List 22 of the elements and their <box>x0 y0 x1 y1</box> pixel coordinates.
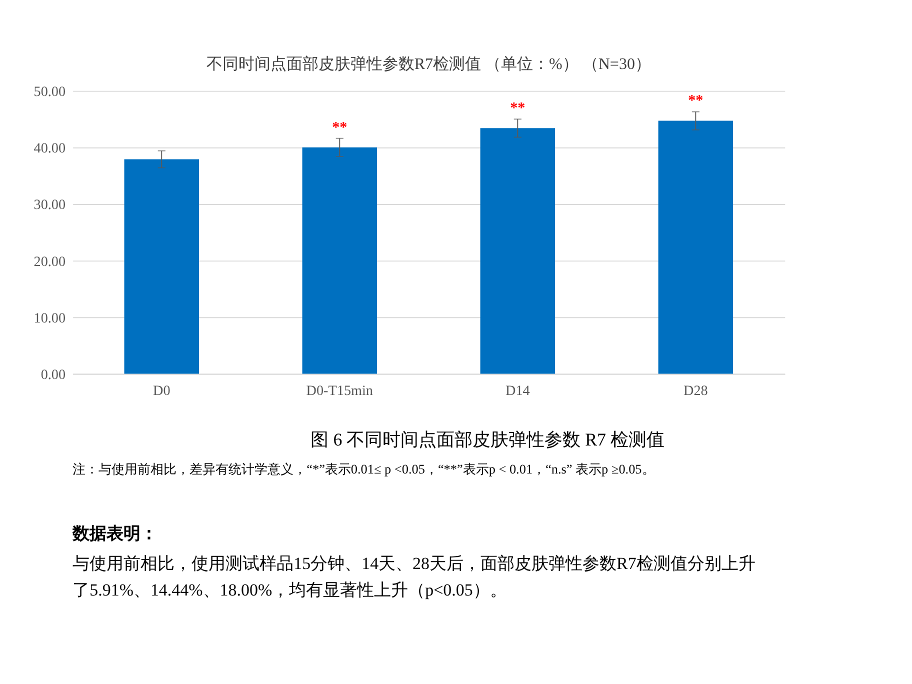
y-tick-label: 50.00 <box>34 84 66 100</box>
x-tick-label: D28 <box>684 382 708 399</box>
y-tick-label: 30.00 <box>34 197 66 214</box>
x-tick-label: D14 <box>505 382 530 399</box>
y-tick-label: 40.00 <box>34 140 66 157</box>
caption: 图 6 不同时间点面部皮肤弹性参数 R7 检测值 <box>310 429 664 450</box>
x-tick-label: D0-T15min <box>306 382 373 399</box>
text: 与使用前相比，使用测试样品15分钟、14天、28天后，面部皮肤弹性参数R7检测值分别上升了5.91%、14.44%、18.00%，均有显著性上升（p<0.05）。 <box>72 554 756 600</box>
y-tick-label: 10.00 <box>34 310 66 326</box>
data-label: ** <box>510 100 526 117</box>
bar <box>124 159 200 374</box>
y-tick-label: 20.00 <box>34 254 66 270</box>
text: 数据表明： <box>72 524 158 543</box>
data-label: ** <box>688 93 704 110</box>
data-label: ** <box>332 120 348 136</box>
chart-title: 不同时间点面部皮肤弹性参数R7检测值 （单位：%） （N=30） <box>206 55 651 74</box>
bar <box>302 147 378 374</box>
x-tick-label: D0 <box>152 382 170 399</box>
bar <box>658 120 734 374</box>
bar <box>480 128 556 374</box>
y-tick-label: 0.00 <box>40 366 66 383</box>
text: 注：与使用前相比，差异有统计学意义，“*”表示0.01≤ p <0.05，“**”表示p < 0.01，“n.s” 表示p ≥0.05。 <box>72 462 655 477</box>
